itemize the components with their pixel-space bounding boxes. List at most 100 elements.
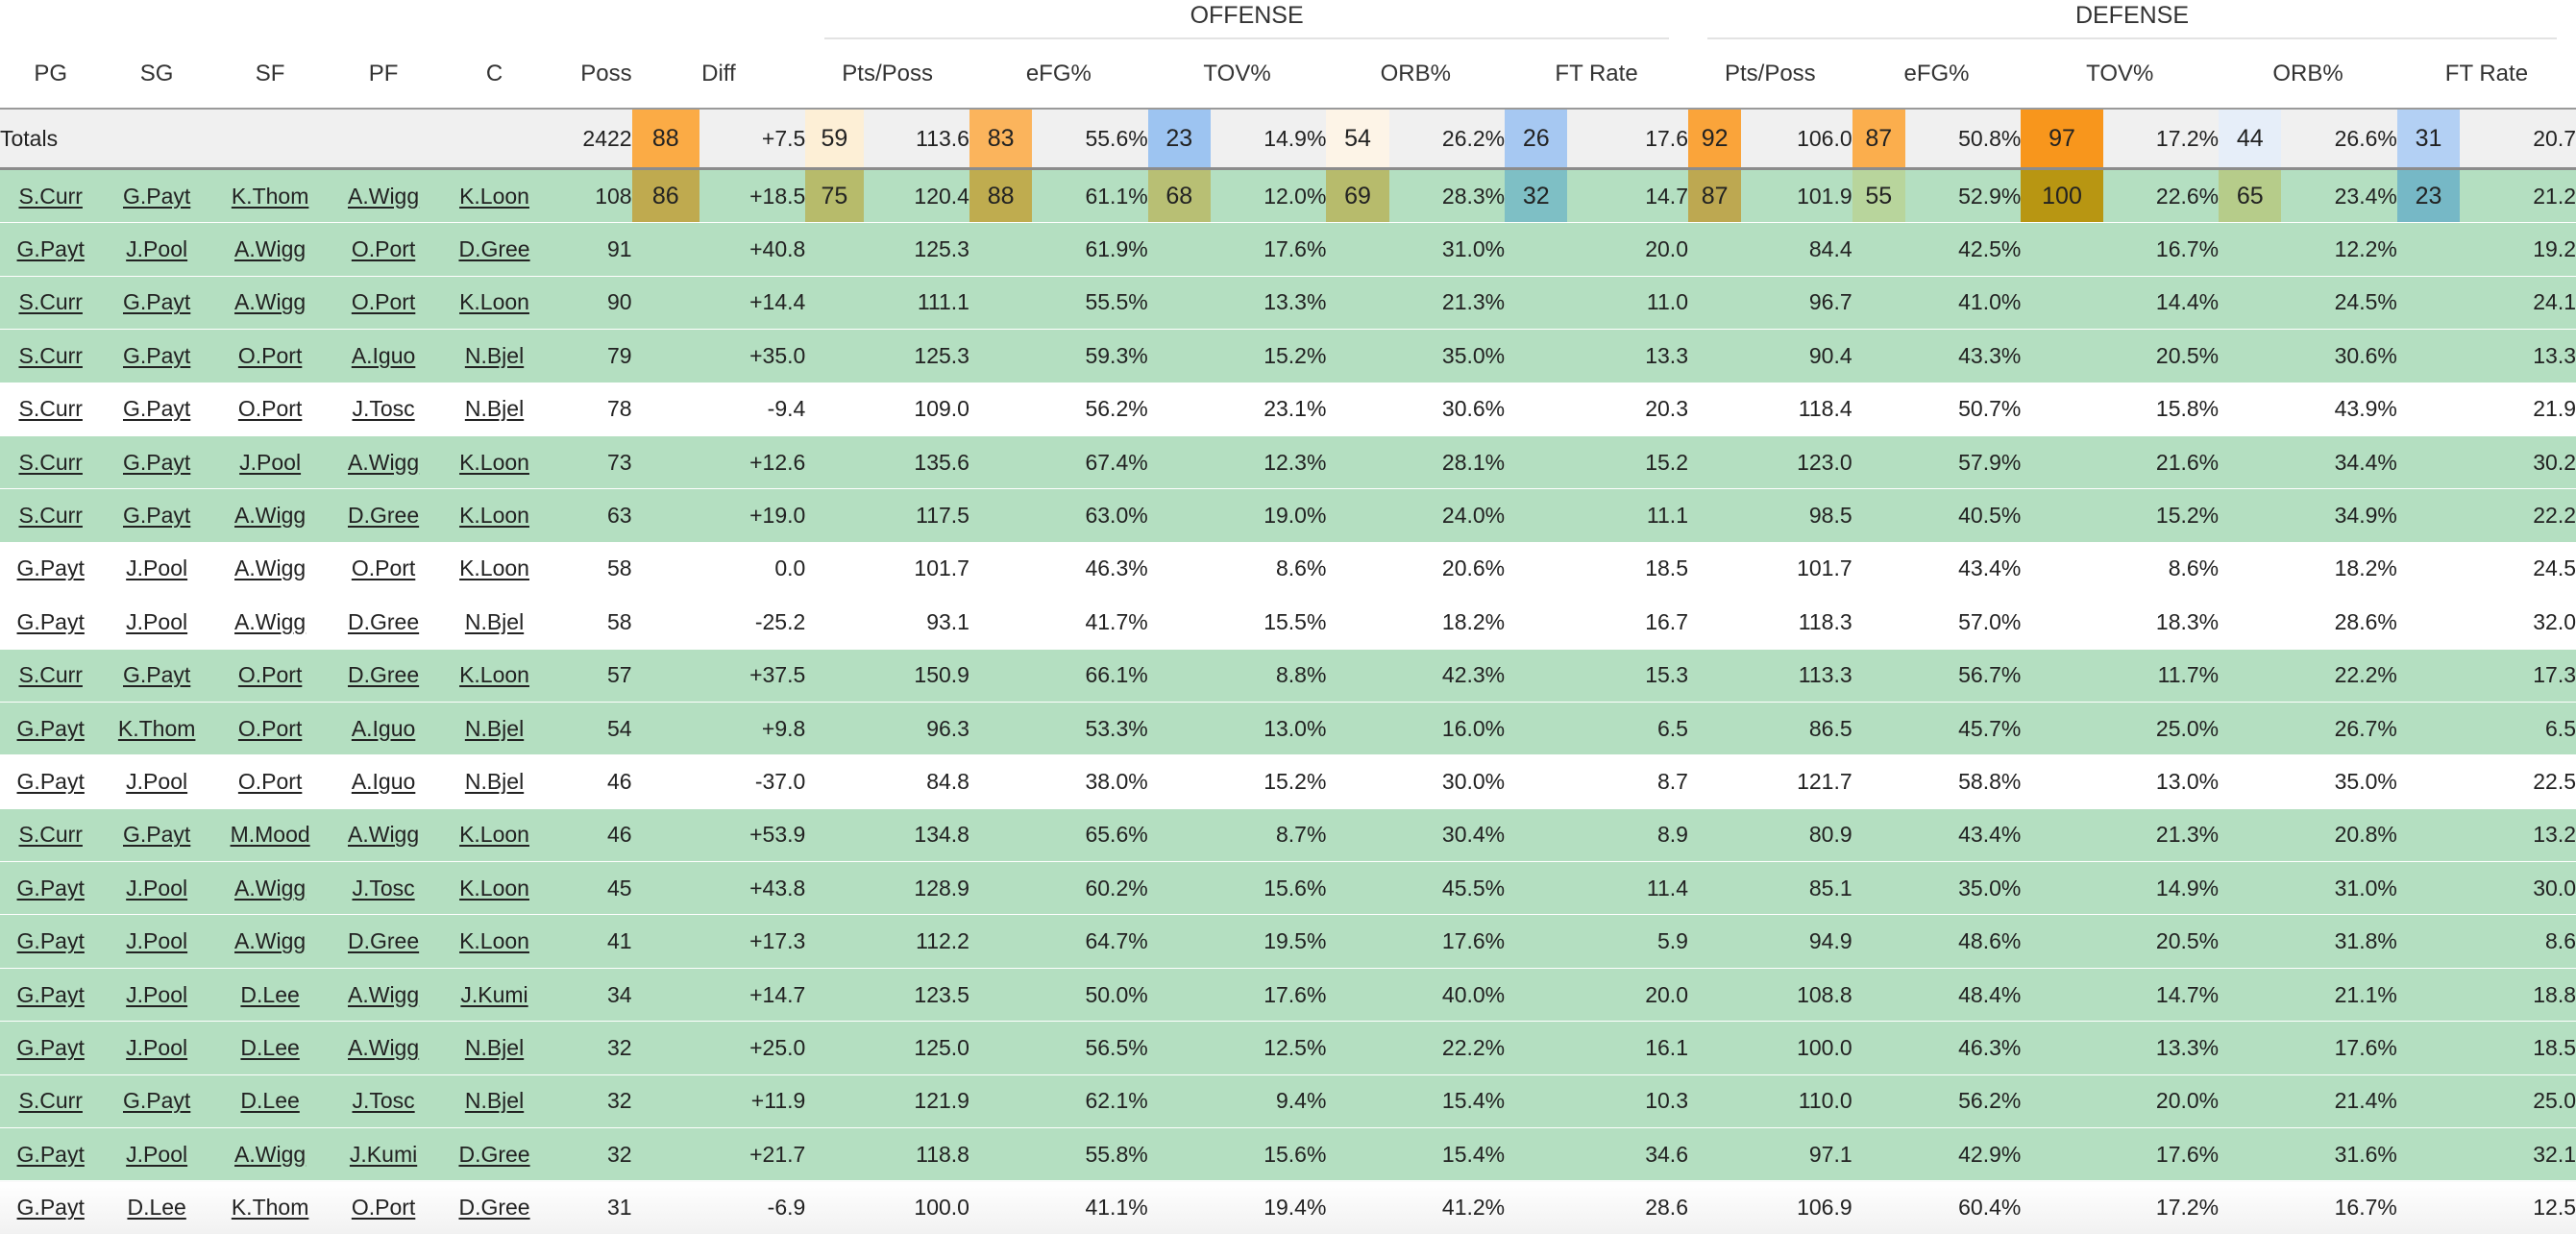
player-link[interactable]: K.Loon — [459, 928, 529, 954]
col-header-off-ft-rate[interactable]: FT Rate — [1505, 40, 1688, 110]
col-header-sg[interactable]: SG — [101, 40, 212, 110]
player-link[interactable]: D.Gree — [458, 1195, 530, 1221]
player-link[interactable]: O.Port — [351, 236, 416, 262]
player-link[interactable]: A.Iguo — [351, 768, 416, 794]
player-link[interactable]: G.Payt — [122, 396, 191, 422]
col-header-pf[interactable]: PF — [328, 40, 439, 110]
player-link[interactable]: G.Payt — [122, 1088, 191, 1114]
player-link[interactable]: J.Tosc — [352, 1088, 415, 1114]
player-link[interactable]: D.Gree — [458, 236, 530, 262]
player-link[interactable]: G.Payt — [122, 183, 191, 209]
player-link[interactable]: A.Wigg — [234, 236, 307, 262]
player-link[interactable]: J.Tosc — [352, 396, 415, 422]
player-link[interactable]: K.Loon — [459, 183, 529, 209]
player-link[interactable]: J.Pool — [126, 236, 188, 262]
player-link[interactable]: S.Curr — [18, 1088, 83, 1114]
player-link[interactable]: A.Wigg — [234, 555, 307, 581]
player-link[interactable]: J.Kumi — [460, 981, 528, 1007]
player-link[interactable]: J.Kumi — [349, 1141, 418, 1167]
player-link[interactable]: A.Wigg — [234, 1141, 307, 1167]
col-header-pg[interactable]: PG — [0, 40, 102, 110]
player-link[interactable]: S.Curr — [18, 396, 83, 422]
col-header-poss[interactable]: Poss — [550, 40, 632, 110]
player-link[interactable]: S.Curr — [18, 662, 83, 688]
player-link[interactable]: A.Wigg — [234, 928, 307, 954]
player-link[interactable]: G.Payt — [16, 715, 85, 741]
col-header-c[interactable]: C — [438, 40, 551, 110]
player-link[interactable]: O.Port — [351, 289, 416, 315]
player-link[interactable]: A.Wigg — [234, 503, 307, 529]
player-link[interactable]: G.Payt — [16, 555, 85, 581]
player-link[interactable]: D.Lee — [240, 1088, 300, 1114]
player-link[interactable]: G.Payt — [16, 1034, 85, 1060]
col-header-def-tov[interactable]: TOV% — [2021, 40, 2220, 110]
player-link[interactable]: G.Payt — [16, 1195, 85, 1221]
player-link[interactable]: D.Gree — [348, 608, 420, 634]
player-link[interactable]: N.Bjel — [464, 342, 525, 368]
player-link[interactable]: S.Curr — [18, 503, 83, 529]
player-link[interactable]: D.Gree — [348, 928, 420, 954]
player-link[interactable]: O.Port — [237, 715, 303, 741]
col-header-off-pts-poss[interactable]: Pts/Poss — [805, 40, 969, 110]
player-link[interactable]: A.Wigg — [348, 981, 420, 1007]
player-link[interactable]: J.Pool — [126, 875, 188, 901]
player-link[interactable]: A.Wigg — [234, 875, 307, 901]
player-link[interactable]: A.Wigg — [348, 449, 420, 475]
col-header-off-tov[interactable]: TOV% — [1147, 40, 1327, 110]
player-link[interactable]: S.Curr — [18, 183, 83, 209]
player-link[interactable]: G.Payt — [122, 289, 191, 315]
player-link[interactable]: O.Port — [237, 342, 303, 368]
player-link[interactable]: G.Payt — [122, 503, 191, 529]
player-link[interactable]: G.Payt — [16, 928, 85, 954]
player-link[interactable]: G.Payt — [122, 822, 191, 848]
player-link[interactable]: S.Curr — [18, 822, 83, 848]
player-link[interactable]: D.Lee — [240, 981, 300, 1007]
player-link[interactable]: K.Loon — [459, 449, 529, 475]
player-link[interactable]: K.Loon — [459, 822, 529, 848]
player-link[interactable]: A.Wigg — [348, 822, 420, 848]
col-header-diff[interactable]: Diff — [631, 40, 806, 110]
player-link[interactable]: D.Gree — [348, 662, 420, 688]
player-link[interactable]: G.Payt — [122, 342, 191, 368]
player-link[interactable]: O.Port — [237, 768, 303, 794]
player-link[interactable]: K.Loon — [459, 503, 529, 529]
player-link[interactable]: J.Pool — [126, 928, 188, 954]
player-link[interactable]: O.Port — [237, 396, 303, 422]
player-link[interactable]: O.Port — [351, 555, 416, 581]
player-link[interactable]: G.Payt — [16, 768, 85, 794]
player-link[interactable]: G.Payt — [16, 875, 85, 901]
player-link[interactable]: J.Pool — [126, 981, 188, 1007]
player-link[interactable]: J.Pool — [126, 768, 188, 794]
player-link[interactable]: O.Port — [351, 1195, 416, 1221]
player-link[interactable]: D.Gree — [458, 1141, 530, 1167]
player-link[interactable]: G.Payt — [16, 608, 85, 634]
player-link[interactable]: M.Mood — [230, 822, 310, 848]
col-header-def-pts-poss[interactable]: Pts/Poss — [1687, 40, 1852, 110]
player-link[interactable]: K.Thom — [231, 183, 309, 209]
player-link[interactable]: S.Curr — [18, 289, 83, 315]
col-header-sf[interactable]: SF — [211, 40, 329, 110]
player-link[interactable]: J.Pool — [126, 1034, 188, 1060]
player-link[interactable]: S.Curr — [18, 449, 83, 475]
player-link[interactable]: D.Lee — [240, 1034, 300, 1060]
player-link[interactable]: D.Lee — [127, 1195, 186, 1221]
player-link[interactable]: K.Loon — [459, 555, 529, 581]
col-header-def-orb[interactable]: ORB% — [2219, 40, 2397, 110]
player-link[interactable]: G.Payt — [16, 981, 85, 1007]
player-link[interactable]: N.Bjel — [464, 608, 525, 634]
player-link[interactable]: G.Payt — [16, 236, 85, 262]
player-link[interactable]: O.Port — [237, 662, 303, 688]
player-link[interactable]: A.Wigg — [348, 183, 420, 209]
player-link[interactable]: N.Bjel — [464, 396, 525, 422]
player-link[interactable]: N.Bjel — [464, 1088, 525, 1114]
col-header-off-orb[interactable]: ORB% — [1326, 40, 1506, 110]
player-link[interactable]: J.Pool — [126, 1141, 188, 1167]
player-link[interactable]: J.Tosc — [352, 875, 415, 901]
player-link[interactable]: S.Curr — [18, 342, 83, 368]
player-link[interactable]: J.Pool — [126, 608, 188, 634]
player-link[interactable]: A.Wigg — [234, 289, 307, 315]
player-link[interactable]: G.Payt — [16, 1141, 85, 1167]
player-link[interactable]: G.Payt — [122, 662, 191, 688]
player-link[interactable]: N.Bjel — [464, 768, 525, 794]
player-link[interactable]: N.Bjel — [464, 715, 525, 741]
